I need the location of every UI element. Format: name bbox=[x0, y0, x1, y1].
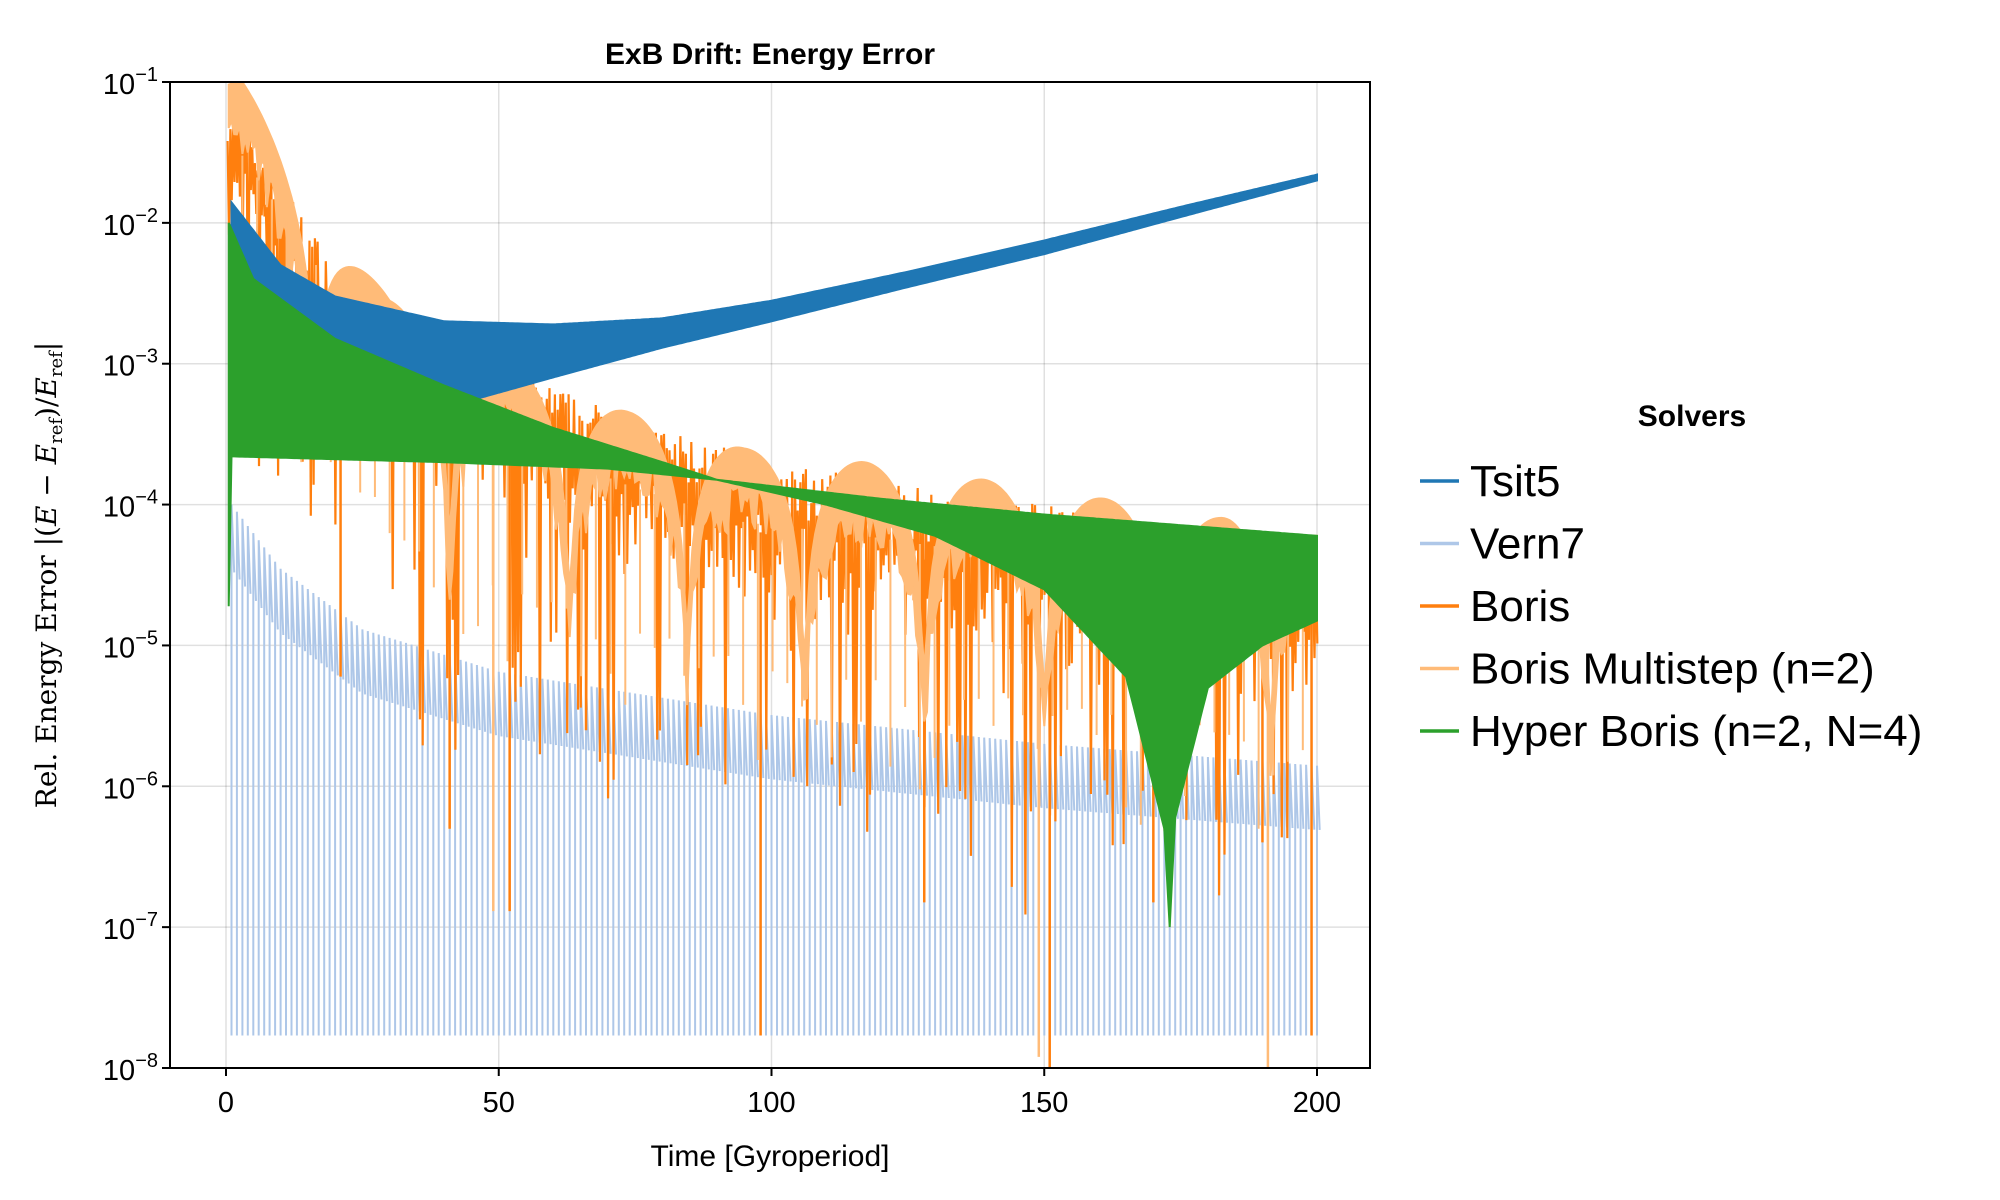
legend-item: Boris Multistep (n=2) bbox=[1420, 645, 1875, 694]
y-tick-label: 10−7 bbox=[103, 909, 158, 946]
legend-label: Tsit5 bbox=[1470, 457, 1560, 506]
series-tsit5 bbox=[230, 173, 1318, 402]
series-band bbox=[227, 222, 1318, 928]
legend: Solvers Tsit5 Vern7 Boris Boris Multistep (… bbox=[1420, 400, 1922, 756]
legend-label: Boris bbox=[1470, 582, 1570, 631]
x-axis-label: Time [Gyroperiod] bbox=[651, 1140, 890, 1173]
y-tick-label: 10−4 bbox=[103, 487, 158, 524]
legend-item: Vern7 bbox=[1420, 520, 1585, 569]
x-tick-label: 50 bbox=[483, 1087, 515, 1119]
x-tick-label: 100 bbox=[747, 1087, 795, 1119]
y-tick-label: 10−6 bbox=[103, 768, 158, 805]
y-tick-label: 10−5 bbox=[103, 627, 158, 664]
x-tick-label: 150 bbox=[1020, 1087, 1068, 1119]
y-tick-label: 10−2 bbox=[103, 205, 158, 242]
legend-item: Tsit5 bbox=[1420, 457, 1560, 506]
x-tick-label: 200 bbox=[1293, 1087, 1341, 1119]
plot-area bbox=[226, 82, 1321, 1068]
legend-label: Hyper Boris (n=2, N=4) bbox=[1470, 707, 1922, 756]
legend-label: Boris Multistep (n=2) bbox=[1470, 645, 1875, 694]
axes: 0 50 100 150 200 10−1 10−2 10−3 10−4 10−5 10−6 10−7… bbox=[103, 64, 1341, 1119]
series-hyper-boris-n-2-n-4- bbox=[227, 222, 1318, 928]
y-tick-label: 10−3 bbox=[103, 346, 158, 383]
y-axis-label: Rel. Energy Error |(E − Eref)/Eref| bbox=[30, 342, 67, 808]
y-tick-label: 10−8 bbox=[103, 1050, 158, 1087]
legend-item: Boris bbox=[1420, 582, 1570, 631]
legend-label: Vern7 bbox=[1470, 520, 1585, 569]
plot-frame bbox=[169, 81, 1371, 1069]
legend-title: Solvers bbox=[1638, 400, 1746, 433]
chart-title: ExB Drift: Energy Error bbox=[605, 38, 935, 71]
series-band bbox=[230, 173, 1318, 402]
y-tick-label: 10−1 bbox=[103, 64, 158, 101]
x-tick-label: 0 bbox=[218, 1087, 234, 1119]
legend-item: Hyper Boris (n=2, N=4) bbox=[1420, 707, 1922, 756]
